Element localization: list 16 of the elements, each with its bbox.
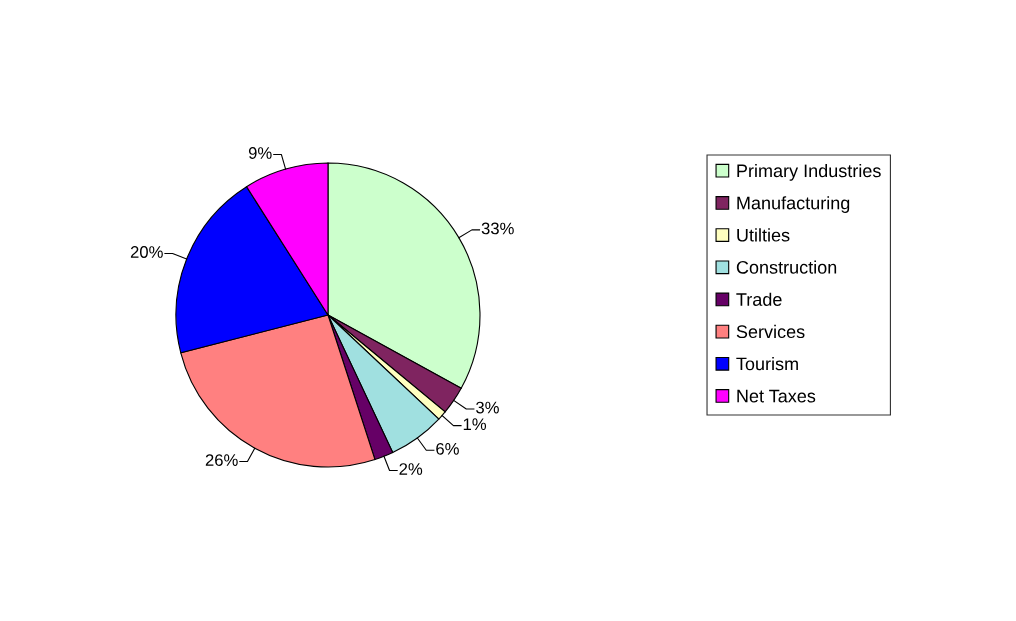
- data-label: 9%: [248, 147, 272, 159]
- legend-label: Trade: [736, 292, 782, 306]
- legend-label: Primary Industries: [737, 163, 881, 181]
- legend-label: Services: [736, 324, 805, 339]
- legend-label: Tourism: [736, 357, 798, 371]
- data-label: 1%: [463, 418, 487, 430]
- legend-label: Construction: [736, 260, 837, 274]
- data-label: 26%: [205, 454, 238, 466]
- legend-label: Manufacturing: [737, 196, 850, 213]
- legend-label: Net Taxes: [737, 389, 816, 403]
- data-label: 6%: [436, 442, 459, 455]
- data-label: 3%: [476, 401, 499, 414]
- data-label: 33%: [481, 222, 514, 235]
- data-label: 20%: [130, 246, 163, 258]
- legend-label: Utilties: [737, 228, 790, 242]
- data-label: 2%: [399, 463, 423, 475]
